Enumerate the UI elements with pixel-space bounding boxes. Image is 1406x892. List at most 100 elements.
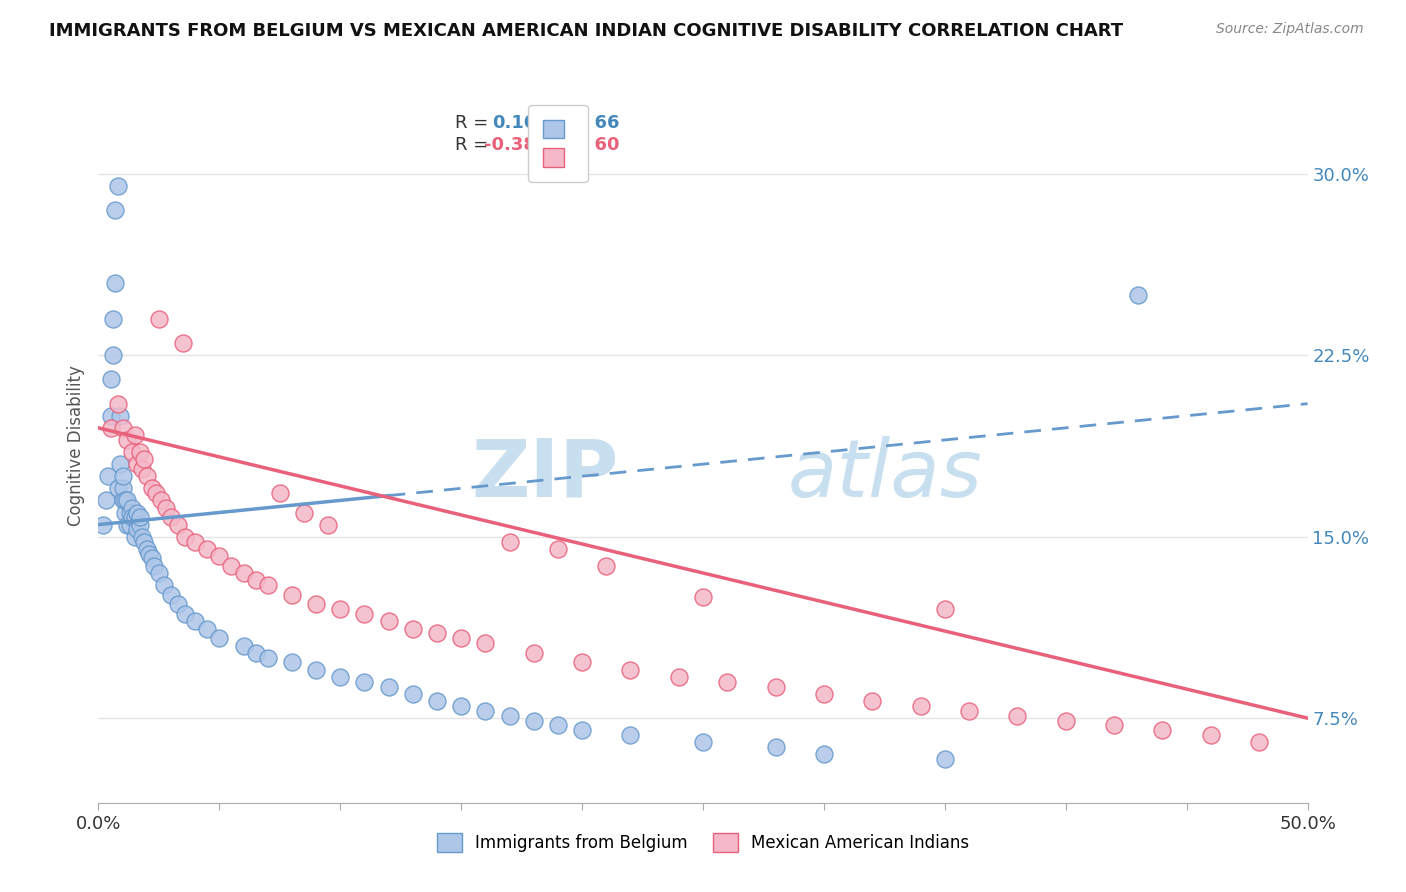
Point bbox=[498, 708, 520, 723]
Point bbox=[160, 588, 183, 602]
Point bbox=[111, 421, 134, 435]
Point bbox=[910, 699, 932, 714]
Point bbox=[184, 534, 207, 549]
Point bbox=[107, 481, 129, 495]
Point bbox=[114, 493, 136, 508]
Point bbox=[221, 558, 243, 573]
Point bbox=[155, 500, 177, 515]
Point bbox=[474, 636, 496, 650]
Point bbox=[450, 632, 472, 646]
Point bbox=[957, 704, 980, 718]
Point bbox=[281, 656, 304, 670]
Point bbox=[100, 409, 122, 423]
Point bbox=[353, 607, 375, 621]
Point bbox=[134, 534, 156, 549]
Point bbox=[245, 646, 267, 660]
Point bbox=[121, 510, 143, 524]
Point bbox=[174, 607, 197, 621]
Point bbox=[692, 590, 714, 604]
Point bbox=[131, 530, 153, 544]
Point bbox=[91, 517, 114, 532]
Point bbox=[148, 312, 170, 326]
Text: ZIP: ZIP bbox=[471, 435, 619, 514]
Point bbox=[377, 680, 399, 694]
Point bbox=[329, 602, 352, 616]
Point bbox=[619, 663, 641, 677]
Text: 0.106: 0.106 bbox=[492, 114, 550, 132]
Point bbox=[329, 670, 352, 684]
Point bbox=[143, 558, 166, 573]
Point bbox=[107, 178, 129, 193]
Point bbox=[256, 578, 278, 592]
Point bbox=[118, 517, 141, 532]
Point bbox=[692, 735, 714, 749]
Point bbox=[934, 602, 956, 616]
Point bbox=[135, 541, 157, 556]
Point bbox=[107, 397, 129, 411]
Point bbox=[117, 493, 139, 508]
Point bbox=[128, 517, 150, 532]
Point bbox=[101, 312, 124, 326]
Point bbox=[124, 510, 146, 524]
Point bbox=[121, 500, 143, 515]
Point bbox=[208, 632, 231, 646]
Point bbox=[108, 457, 131, 471]
Point bbox=[167, 517, 190, 532]
Point bbox=[127, 523, 149, 537]
Point bbox=[668, 670, 690, 684]
Point bbox=[117, 433, 139, 447]
Point bbox=[128, 510, 150, 524]
Point bbox=[523, 646, 546, 660]
Point bbox=[152, 578, 174, 592]
Point bbox=[94, 493, 117, 508]
Text: N = 66: N = 66 bbox=[551, 114, 620, 132]
Point bbox=[124, 530, 146, 544]
Point bbox=[148, 566, 170, 580]
Point bbox=[426, 694, 449, 708]
Point bbox=[1249, 735, 1271, 749]
Point bbox=[426, 626, 449, 640]
Point bbox=[138, 547, 160, 561]
Point bbox=[353, 674, 375, 689]
Point bbox=[131, 462, 153, 476]
Point bbox=[402, 687, 425, 701]
Point bbox=[100, 421, 122, 435]
Point bbox=[195, 622, 218, 636]
Point bbox=[127, 457, 149, 471]
Point bbox=[134, 452, 156, 467]
Text: atlas: atlas bbox=[787, 435, 983, 514]
Y-axis label: Cognitive Disability: Cognitive Disability bbox=[66, 366, 84, 526]
Point bbox=[128, 445, 150, 459]
Point bbox=[135, 469, 157, 483]
Point bbox=[150, 493, 173, 508]
Text: IMMIGRANTS FROM BELGIUM VS MEXICAN AMERICAN INDIAN COGNITIVE DISABILITY CORRELAT: IMMIGRANTS FROM BELGIUM VS MEXICAN AMERI… bbox=[49, 22, 1123, 40]
Point bbox=[1199, 728, 1222, 742]
Point bbox=[145, 486, 167, 500]
Point bbox=[195, 541, 218, 556]
Point bbox=[860, 694, 883, 708]
Point bbox=[160, 510, 183, 524]
Point bbox=[269, 486, 291, 500]
Point bbox=[474, 704, 496, 718]
Point bbox=[141, 481, 163, 495]
Point bbox=[118, 506, 141, 520]
Point bbox=[117, 517, 139, 532]
Point bbox=[547, 541, 569, 556]
Point bbox=[127, 506, 149, 520]
Point bbox=[111, 493, 134, 508]
Point bbox=[765, 680, 787, 694]
Point bbox=[121, 445, 143, 459]
Point bbox=[232, 566, 254, 580]
Point bbox=[292, 506, 315, 520]
Point bbox=[595, 558, 617, 573]
Point bbox=[619, 728, 641, 742]
Point bbox=[450, 699, 472, 714]
Point bbox=[172, 336, 194, 351]
Point bbox=[184, 615, 207, 629]
Point bbox=[1102, 718, 1125, 732]
Point bbox=[174, 530, 197, 544]
Point bbox=[571, 656, 593, 670]
Point bbox=[111, 481, 134, 495]
Point bbox=[104, 276, 127, 290]
Point bbox=[232, 639, 254, 653]
